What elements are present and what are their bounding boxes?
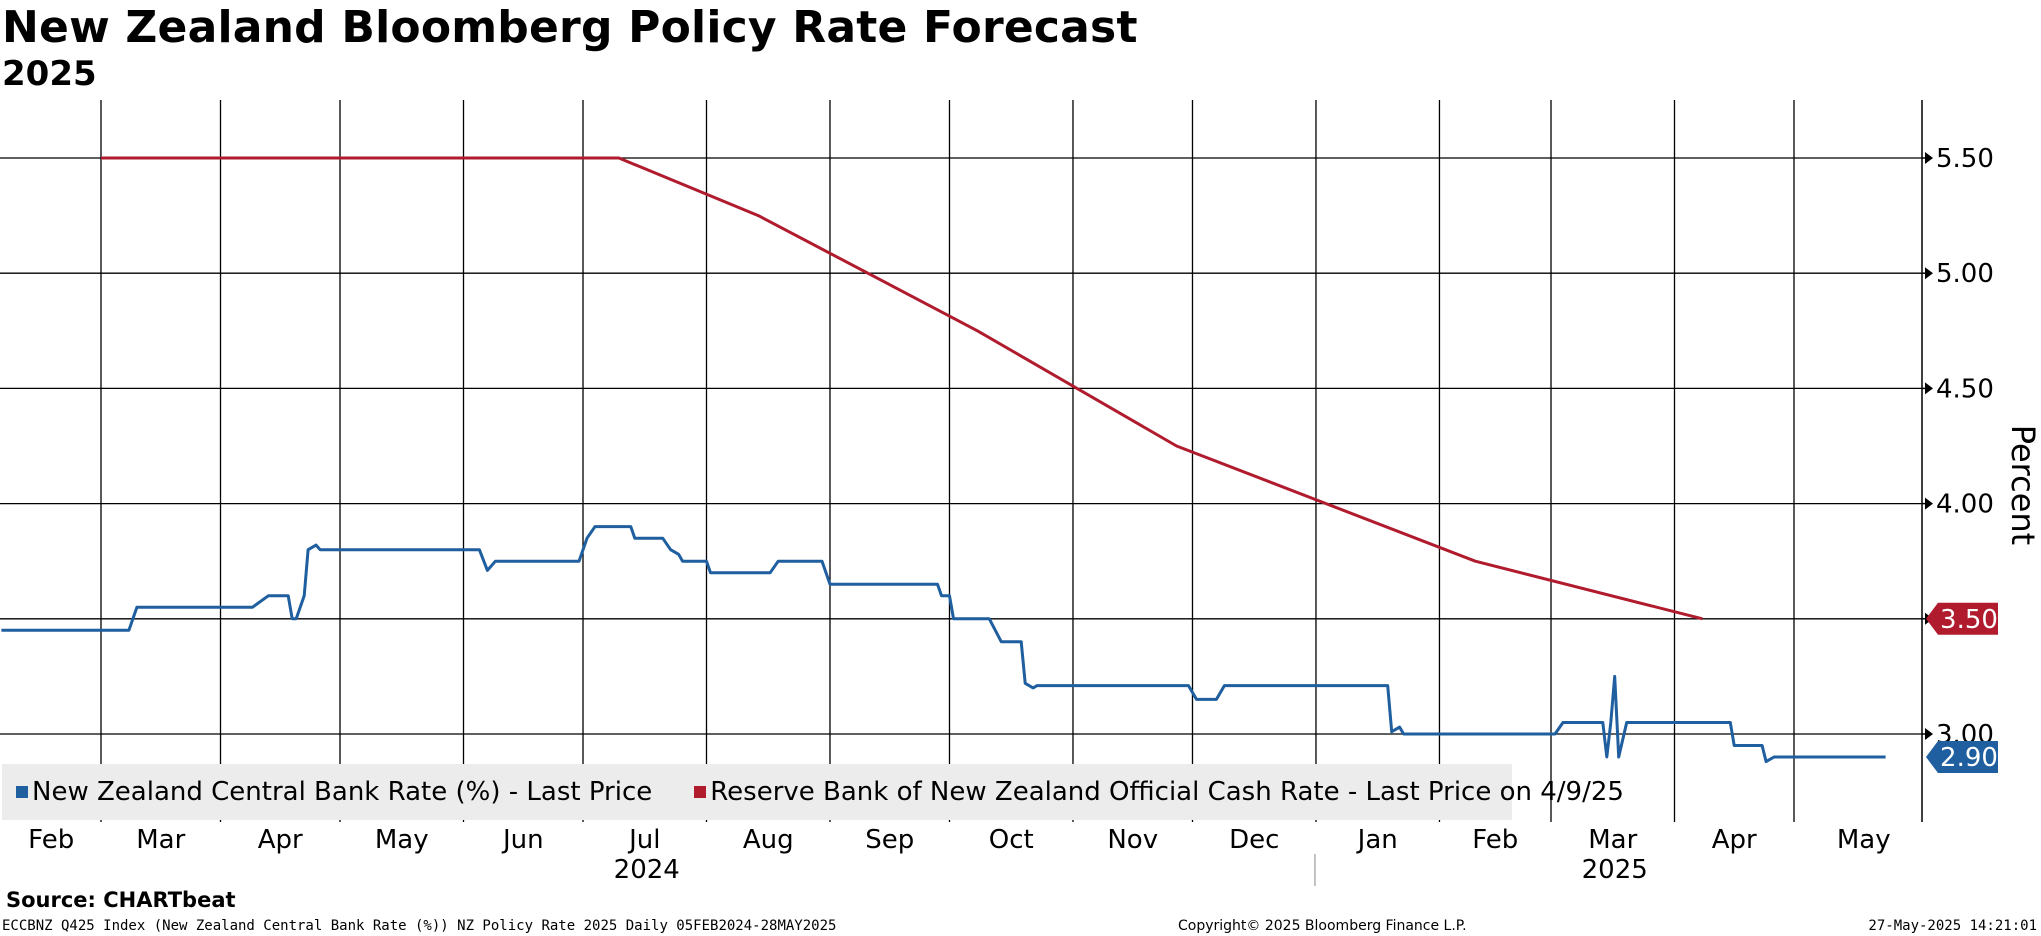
footer-timestamp: 27-May-2025 14:21:01: [1868, 918, 2037, 934]
y-tick-label-5.50: 5.50: [1936, 144, 1994, 174]
legend-swatch-blue: [16, 786, 28, 798]
legend-label-central-bank-rate: New Zealand Central Bank Rate (%) - Last…: [32, 777, 653, 807]
legend-item-central-bank-rate: New Zealand Central Bank Rate (%) - Last…: [2, 777, 652, 807]
footer-copyright: Copyright© 2025 Bloomberg Finance L.P.: [1178, 918, 1467, 934]
chart-title: New Zealand Bloomberg Policy Rate Foreca…: [2, 2, 1138, 53]
x-tick-label-Apr-14: Apr: [1712, 825, 1757, 855]
x-tick-label-Feb-12: Feb: [1472, 825, 1518, 855]
last-value-tag-label-0: 2.90: [1940, 743, 1998, 773]
footer-ticker-info: ECCBNZ Q425 Index (New Zealand Central B…: [2, 918, 837, 934]
x-tick-label-Mar-13: Mar: [1588, 825, 1637, 855]
legend-label-official-cash-rate: Reserve Bank of New Zealand Official Cas…: [710, 777, 1624, 807]
legend-swatch-red: [694, 786, 707, 798]
series-line-official-cash-rate: [101, 156, 1703, 621]
last-value-tag-bg-1: [1926, 602, 1998, 635]
legend-item-official-cash-rate: Reserve Bank of New Zealand Official Cas…: [680, 777, 1624, 807]
x-tick-label-Oct-8: Oct: [989, 825, 1034, 855]
x-tick-label-Jan-11: Jan: [1356, 825, 1398, 855]
x-tick-label-Apr-2: Apr: [258, 825, 303, 855]
x-tick-label-Dec-10: Dec: [1229, 825, 1279, 855]
y-tick-arrow-4.50: [1925, 382, 1933, 395]
y-axis-label: Percent: [2004, 425, 2041, 545]
x-tick-label-Jun-4: Jun: [501, 825, 544, 855]
x-axis: Feb Mar Apr May Jun Jul Aug Sep Oct Nov Dec Jan Feb M…: [28, 825, 1891, 886]
gridlines: [0, 100, 1922, 822]
x-tick-label-Nov-9: Nov: [1107, 825, 1158, 855]
x-tick-label-May-3: May: [375, 825, 429, 855]
legend: New Zealand Central Bank Rate (%) - Last…: [2, 764, 1624, 820]
x-tick-label-Mar-1: Mar: [136, 825, 185, 855]
last-value-tags: 2.90 3.50: [1926, 602, 1998, 774]
y-tick-arrow-5.50: [1925, 152, 1933, 164]
x-tick-label-May-15: May: [1837, 825, 1891, 855]
last-value-tag-bg-0: [1926, 741, 1998, 774]
y-tick-arrow-5.00: [1925, 267, 1933, 280]
x-year-label-2024: 2024: [614, 855, 680, 885]
y-tick-label-4.00: 4.00: [1936, 490, 1994, 520]
last-value-tag-label-1: 3.50: [1940, 605, 1998, 635]
x-tick-label-Feb-0: Feb: [28, 825, 74, 855]
x-tick-label-Sep-7: Sep: [865, 825, 914, 855]
x-tick-label-Jul-5: Jul: [627, 825, 660, 855]
x-year-label-2025: 2025: [1582, 855, 1648, 885]
series-line-central-bank-rate: [1, 525, 1886, 764]
y-tick-label-5.00: 5.00: [1936, 259, 1994, 289]
chart-subtitle: 2025: [2, 54, 97, 94]
y-axis: 3.003.504.004.505.005.50: [1921, 100, 1994, 822]
x-tick-label-Aug-6: Aug: [743, 825, 794, 855]
source-note: Source: CHARTbeat: [6, 888, 236, 912]
series-lines: [1, 156, 1886, 764]
y-tick-arrow-3.00: [1925, 728, 1933, 740]
y-tick-arrow-4.00: [1925, 497, 1933, 510]
y-tick-label-4.50: 4.50: [1936, 374, 1994, 404]
